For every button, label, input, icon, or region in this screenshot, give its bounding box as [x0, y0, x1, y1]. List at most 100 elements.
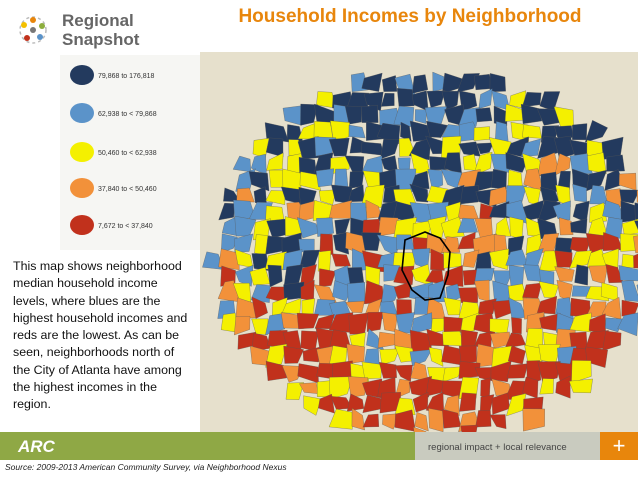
map-tract	[537, 361, 561, 383]
map-tract	[233, 282, 252, 302]
map-tract	[536, 295, 558, 315]
map-tract	[267, 264, 283, 288]
map-tract	[490, 360, 512, 383]
map-tract	[379, 348, 400, 365]
map-tract	[265, 190, 286, 205]
map-tract	[348, 376, 369, 398]
map-tract	[473, 126, 490, 141]
map-tract	[234, 316, 251, 336]
map-tract	[428, 408, 444, 433]
map-tract	[410, 170, 430, 189]
map-tract	[299, 171, 322, 191]
legend-swatch	[70, 178, 94, 198]
map-tract	[302, 346, 320, 363]
map-tract	[587, 152, 607, 174]
map-tract	[344, 105, 363, 125]
map-tract	[621, 280, 638, 302]
map-tract	[474, 268, 495, 285]
map-tract	[265, 313, 286, 336]
map-tract	[442, 265, 464, 287]
map-tract	[571, 360, 592, 384]
map-tract	[283, 345, 304, 364]
map-tract	[361, 72, 383, 92]
map-tract	[266, 152, 284, 171]
map-tract	[345, 300, 365, 313]
map-tract	[602, 330, 622, 352]
map-tract	[251, 296, 268, 319]
map-tract	[393, 265, 415, 285]
map-tract	[441, 236, 460, 253]
map-tract	[414, 412, 429, 432]
map-tract	[236, 187, 255, 203]
legend-swatch	[70, 65, 94, 85]
map-tract	[506, 363, 529, 379]
map-tract	[329, 376, 353, 400]
map-tract	[552, 200, 571, 221]
legend-label: 50,460 to < 62,938	[98, 150, 157, 157]
map-tract	[282, 105, 302, 126]
map-tract	[505, 152, 529, 173]
map-tract	[554, 266, 575, 282]
map-tract	[319, 268, 336, 287]
map-tract	[460, 185, 479, 205]
map-tract	[589, 202, 607, 223]
map-tract	[400, 121, 412, 142]
map-tract	[489, 414, 507, 429]
map-tract	[476, 142, 494, 155]
logo-text: Regional	[62, 11, 134, 30]
map-tract	[524, 344, 543, 365]
legend-label: 62,938 to < 79,868	[98, 111, 157, 118]
map-tract	[394, 364, 413, 382]
map-tract	[351, 408, 365, 431]
city-outline	[401, 231, 451, 301]
map-tract	[380, 138, 400, 160]
map-tract	[317, 250, 332, 272]
legend: 79,868 to 176,818 62,938 to < 79,868 50,46…	[70, 65, 157, 235]
map-tract	[382, 413, 400, 430]
map-tract	[361, 232, 382, 251]
title: Household Incomes by Neighborhood	[238, 6, 582, 27]
map-tract	[458, 287, 478, 303]
map-tract	[520, 103, 543, 124]
map-tract	[361, 361, 382, 380]
map-tract	[488, 248, 509, 270]
map-tract	[296, 313, 319, 330]
map-tract	[427, 216, 447, 239]
map-tract	[347, 282, 365, 303]
map-tract	[537, 136, 558, 159]
map-tract	[633, 235, 638, 254]
map-tract	[554, 153, 571, 176]
map-tract	[408, 137, 432, 161]
map-tract	[619, 189, 638, 204]
map-tract	[381, 312, 398, 332]
map-tract	[348, 124, 366, 139]
map-tract	[475, 107, 493, 123]
map-tract	[478, 298, 497, 315]
map-tract	[316, 217, 334, 237]
map-tract	[462, 249, 480, 268]
map-tract	[218, 203, 236, 221]
map	[202, 71, 638, 449]
map-tract	[459, 90, 478, 112]
map-tract	[328, 408, 353, 430]
map-tract	[251, 318, 269, 335]
map-tract	[456, 73, 480, 93]
logo-icon	[19, 16, 47, 44]
legend-swatch	[70, 103, 94, 123]
map-tract	[489, 201, 510, 219]
map-tract	[234, 233, 254, 253]
map-tract	[522, 124, 542, 139]
map-tract	[569, 250, 593, 269]
map-tract	[285, 382, 305, 400]
map-tract	[569, 312, 592, 333]
map-tract	[382, 75, 398, 92]
map-tract	[522, 282, 542, 299]
map-tract	[520, 138, 541, 157]
map-tract	[568, 378, 593, 394]
map-tract	[426, 120, 448, 138]
map-tract	[361, 104, 379, 123]
map-tract	[508, 264, 525, 287]
footer-plus[interactable]: +	[613, 433, 626, 458]
map-tract	[441, 90, 459, 112]
map-tract	[414, 109, 427, 124]
